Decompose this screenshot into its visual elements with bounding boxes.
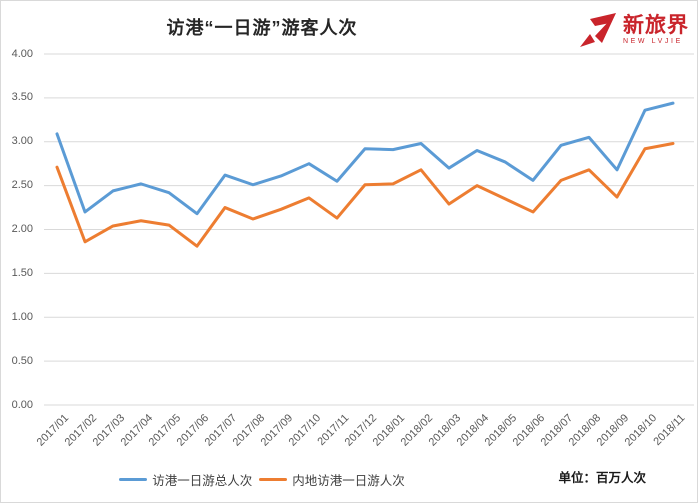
series-line-0 — [55, 101, 675, 216]
logo-subtitle: NEW LVJIE — [623, 37, 683, 45]
logo-name: 新旅界 — [623, 12, 689, 37]
y-tick-label: 2.50 — [11, 179, 33, 192]
y-tick-label: 2.00 — [11, 223, 33, 235]
brand-logo: 新旅界 NEW LVJIE — [578, 9, 689, 49]
legend-item-mainland: 内地访港一日游人次 — [259, 470, 405, 489]
y-tick-label: 0.50 — [11, 354, 33, 367]
unit-label: 单位：百万人次 — [558, 471, 646, 485]
chart-title: 访港“一日游”游客人次 — [166, 18, 358, 38]
y-tick-label: 3.00 — [11, 135, 33, 148]
legend-line-swatch-orange — [259, 477, 288, 482]
legend-label-mainland: 内地访港一日游人次 — [292, 474, 405, 488]
chart-legend: 访港一日游总人次 内地访港一日游人次 — [1, 470, 523, 489]
y-tick-label: 1.00 — [11, 310, 33, 323]
y-tick-label: 4.00 — [11, 47, 33, 60]
y-tick-label: 1.50 — [11, 266, 33, 279]
y-tick-label: 3.50 — [11, 91, 33, 104]
arrow-logo-icon — [580, 13, 616, 47]
y-tick-label: 0.00 — [11, 398, 33, 411]
legend-item-total: 访港一日游总人次 — [119, 470, 252, 489]
series-line-1 — [55, 142, 675, 248]
legend-label-total: 访港一日游总人次 — [152, 474, 253, 488]
legend-line-swatch-blue — [119, 477, 148, 482]
